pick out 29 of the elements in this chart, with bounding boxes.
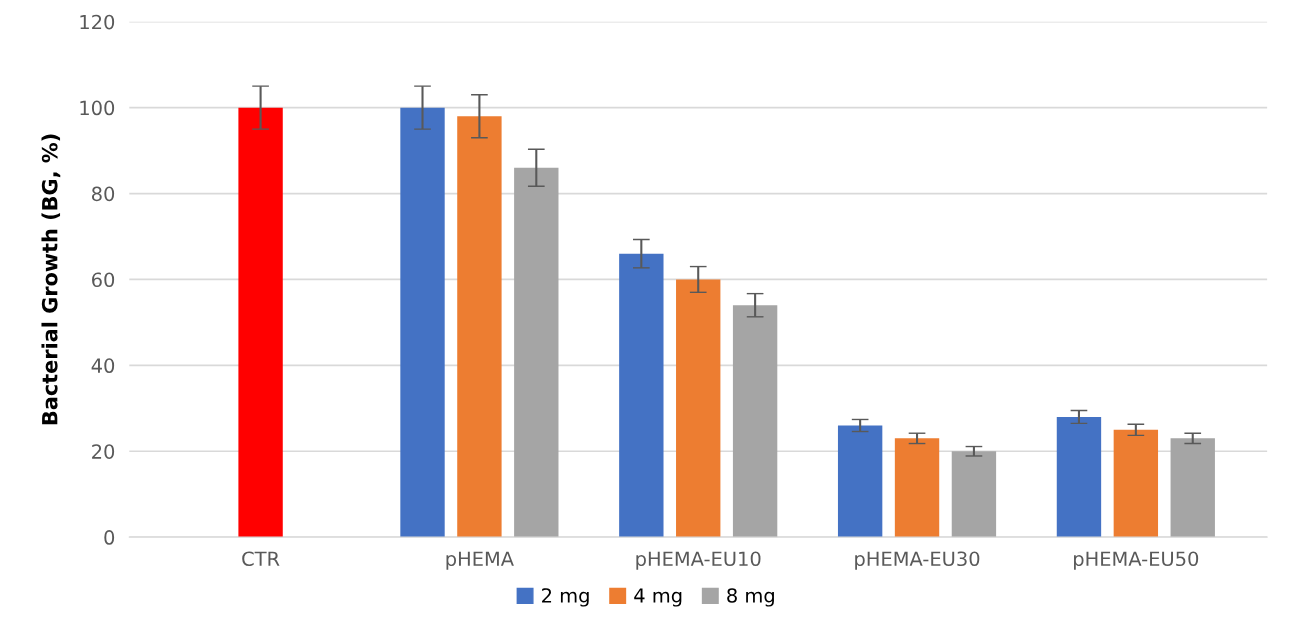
x-tick-label: CTR (242, 551, 280, 567)
bar (1056, 416, 1102, 538)
y-tick-label: 80 (91, 186, 115, 202)
bar (1113, 429, 1159, 538)
bar (732, 305, 778, 538)
x-tick-label: pHEMA-EU50 (1074, 551, 1199, 570)
x-tick-label: pHEMA-EU30 (855, 551, 980, 570)
legend-label: 8 mg (727, 588, 774, 607)
bar (837, 425, 883, 538)
y-tick-label: 20 (92, 444, 115, 459)
y-tick-label: 40 (91, 358, 115, 374)
bar (951, 451, 997, 538)
y-tick-label: 0 (104, 530, 115, 545)
y-tick-label: 60 (92, 272, 115, 288)
bar (619, 253, 664, 538)
bar (238, 107, 283, 538)
y-axis-title: Bacterial Growth (BG, %) (41, 134, 61, 425)
bar (514, 167, 559, 538)
bar (1170, 438, 1215, 538)
legend-label: 4 mg (634, 588, 682, 607)
x-tick-label: pHEMA (446, 551, 514, 570)
bar (894, 438, 940, 538)
x-tick-label: pHEMA-EU10 (636, 551, 761, 570)
y-tick-label: 100 (80, 100, 115, 116)
bar (400, 107, 445, 538)
y-tick-label: 120 (80, 14, 115, 30)
bar (676, 279, 721, 538)
bar (457, 116, 502, 538)
legend-label: 2 mg (542, 588, 589, 607)
